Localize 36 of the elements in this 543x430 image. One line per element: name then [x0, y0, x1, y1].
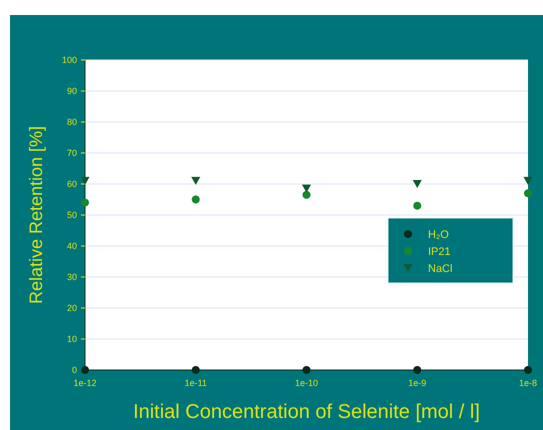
point — [413, 202, 422, 210]
y-tick-label: 30 — [66, 272, 77, 282]
x-tick-label: 1e-12 — [73, 378, 97, 388]
y-tick-label: 70 — [66, 148, 77, 158]
legend-label: NaCl — [428, 262, 452, 275]
point — [413, 366, 422, 374]
y-tick-label: 10 — [66, 334, 77, 344]
x-tick-label: 1e-11 — [184, 378, 207, 388]
y-axis-title: Relative Retention [%] — [26, 126, 46, 304]
point — [191, 176, 200, 185]
y-tick-label: 40 — [66, 241, 77, 252]
y-tick-label: 100 — [62, 55, 77, 66]
y-tick-label: 80 — [66, 117, 77, 128]
point — [412, 180, 422, 188]
y-tick-label: 60 — [66, 179, 77, 190]
point — [524, 366, 532, 374]
point — [81, 366, 89, 374]
legend-label: H₂O — [428, 228, 450, 241]
y-tick-label: 50 — [66, 210, 77, 220]
point — [302, 190, 310, 199]
x-axis-title: Initial Concentration of Selenite [mol / l] — [133, 401, 480, 423]
point — [302, 184, 311, 193]
point — [192, 196, 200, 204]
point — [302, 366, 310, 374]
legend-label: IP21 — [428, 246, 451, 258]
x-tick-label: 1e-9 — [408, 378, 426, 388]
point — [524, 176, 532, 185]
point — [81, 198, 89, 207]
x-tick-label: 1e-8 — [518, 378, 538, 388]
y-tick-label: 20 — [66, 303, 77, 314]
y-tick-label: 0 — [72, 365, 77, 376]
x-tick-label: 1e-10 — [294, 378, 318, 388]
point — [80, 176, 90, 185]
point — [524, 189, 532, 198]
y-tick-label: 90 — [66, 86, 77, 96]
point — [192, 366, 200, 374]
